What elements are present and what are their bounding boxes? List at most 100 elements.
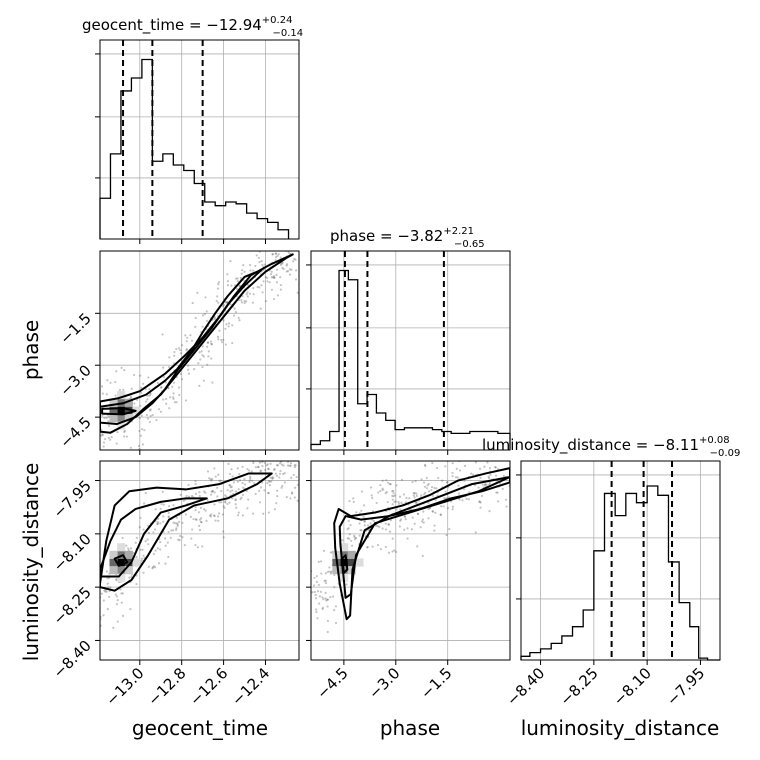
- scatter-point: [140, 414, 143, 417]
- scatter-point: [479, 476, 482, 479]
- scatter-point: [211, 490, 214, 493]
- scatter-point: [384, 528, 387, 531]
- scatter-point: [222, 319, 225, 322]
- scatter-point: [355, 511, 358, 514]
- scatter-point: [347, 527, 350, 530]
- scatter-point: [153, 566, 157, 569]
- scatter-point: [417, 512, 420, 515]
- scatter-point: [272, 476, 275, 479]
- scatter-point: [106, 379, 109, 382]
- scatter-point: [332, 595, 335, 598]
- density-cell: [109, 406, 118, 415]
- scatter-point: [148, 394, 151, 397]
- scatter-point: [262, 280, 265, 283]
- scatter-point: [454, 476, 457, 479]
- scatter-point: [243, 483, 247, 486]
- scatter-point: [463, 488, 466, 491]
- scatter-point: [274, 472, 277, 475]
- scatter-point: [256, 465, 260, 469]
- scatter-point: [268, 484, 271, 487]
- scatter-point: [160, 386, 163, 389]
- scatter-point: [154, 508, 157, 511]
- scatter-point: [360, 490, 364, 493]
- scatter-point: [394, 500, 397, 503]
- scatter-point: [222, 536, 225, 539]
- scatter-point: [184, 334, 187, 337]
- scatter-point: [379, 548, 383, 551]
- scatter-point: [275, 464, 279, 467]
- scatter-point: [279, 469, 282, 473]
- scatter-point: [146, 417, 150, 420]
- scatter-point: [224, 301, 227, 304]
- scatter-point: [209, 515, 212, 518]
- scatter-point: [416, 545, 419, 548]
- scatter-point: [421, 518, 425, 521]
- scatter-point: [144, 400, 148, 403]
- scatter-point: [125, 544, 128, 547]
- scatter-point: [210, 479, 213, 482]
- scatter-point: [363, 520, 367, 523]
- scatter-point: [200, 350, 203, 353]
- scatter-point: [152, 552, 155, 556]
- scatter-point: [240, 301, 244, 304]
- scatter-point: [246, 295, 249, 298]
- scatter-point: [320, 572, 323, 575]
- x-tick-label: −3.0: [365, 664, 403, 702]
- scatter-point: [206, 345, 209, 348]
- scatter-point: [107, 436, 110, 440]
- scatter-point: [160, 386, 163, 389]
- scatter-point: [282, 214, 284, 216]
- scatter-point: [399, 508, 402, 511]
- scatter-point: [177, 347, 181, 350]
- scatter-point: [194, 479, 197, 483]
- scatter-point: [433, 444, 435, 446]
- scatter-point: [217, 280, 221, 284]
- scatter-point: [231, 341, 234, 345]
- scatter-point: [315, 597, 318, 600]
- scatter-point: [379, 489, 382, 493]
- scatter-point: [294, 225, 296, 227]
- scatter-point: [285, 264, 288, 267]
- scatter-point: [291, 492, 294, 495]
- scatter-point: [141, 548, 144, 551]
- hist-panel-luminosity_distance: −8.40 −8.25 −8.10 −7.95: [503, 460, 721, 709]
- density-cell: [109, 414, 118, 423]
- scatter-point: [194, 505, 197, 509]
- x-tick-label: −8.40: [503, 664, 548, 709]
- scatter-point: [266, 481, 269, 485]
- scatter-point: [218, 501, 221, 504]
- scatter-point: [217, 519, 220, 522]
- scatter-point: [178, 393, 181, 397]
- scatter-point: [220, 341, 224, 344]
- title-geocent-time: geocent_time = −12.94+0.24 −0.14: [82, 15, 303, 39]
- scatter-point: [196, 291, 199, 294]
- scatter-point: [451, 471, 454, 475]
- scatter-point: [272, 276, 276, 279]
- scatter-point: [326, 605, 329, 608]
- scatter-point: [484, 483, 487, 486]
- scatter-point: [101, 434, 104, 437]
- scatter-point: [254, 466, 258, 469]
- scatter-point: [233, 307, 236, 310]
- scatter-point: [494, 466, 497, 469]
- scatter-point: [366, 546, 369, 549]
- scatter-point: [296, 291, 299, 294]
- scatter-point: [457, 492, 461, 495]
- scatter-point: [175, 401, 178, 404]
- scatter-point: [208, 477, 211, 480]
- scatter-point: [251, 452, 253, 454]
- hist-panel-geocent_time: [95, 39, 300, 244]
- scatter-point: [257, 256, 261, 260]
- scatter-point: [243, 270, 246, 273]
- scatter-point: [236, 467, 239, 470]
- density-cell: [109, 558, 118, 567]
- scatter-point: [135, 582, 138, 586]
- scatter-point: [217, 473, 220, 476]
- scatter-point: [315, 575, 319, 578]
- scatter-point: [159, 522, 162, 525]
- scatter-point: [259, 241, 261, 243]
- scatter-point: [243, 478, 246, 481]
- scatter-point: [198, 491, 201, 494]
- scatter-point: [431, 461, 434, 465]
